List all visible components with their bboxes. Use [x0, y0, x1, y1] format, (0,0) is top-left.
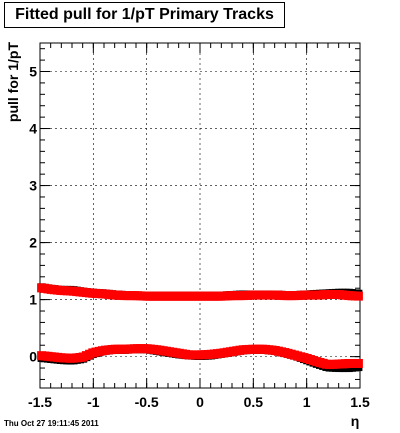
chart-title: Fitted pull for 1/pT Primary Tracks [4, 2, 285, 28]
x-tick-labels: -1.5 -1 -0.5 0 0.5 1 1.5 [28, 394, 370, 410]
series-group [37, 344, 363, 370]
data-point [353, 358, 363, 368]
x-tick-label: 0.5 [244, 394, 264, 410]
y-tick-labels: 0 1 2 3 4 5 [29, 64, 37, 365]
timestamp: Thu Oct 27 19:11:45 2011 [4, 419, 99, 428]
x-tick-label: -1.5 [28, 394, 52, 410]
x-tick-label: 1.5 [350, 394, 370, 410]
x-tick-label: -1 [87, 394, 100, 410]
y-tick-label: 0 [29, 349, 37, 365]
data-markers [37, 283, 363, 373]
data-point [353, 291, 363, 301]
x-tick-label: 0 [196, 394, 204, 410]
y-tick-label: 2 [29, 235, 37, 251]
x-tick-label: 1 [303, 394, 311, 410]
y-tick-label: 4 [29, 121, 37, 137]
y-tick-label: 3 [29, 178, 37, 194]
plot-frame [39, 42, 361, 389]
series-group [37, 283, 363, 301]
y-tick-label: 5 [29, 64, 37, 80]
y-axis-title: pull for 1/pT [5, 42, 21, 123]
x-tick-label: -0.5 [135, 394, 159, 410]
y-tick-label: 1 [29, 292, 37, 308]
x-axis-title: η [351, 413, 360, 429]
